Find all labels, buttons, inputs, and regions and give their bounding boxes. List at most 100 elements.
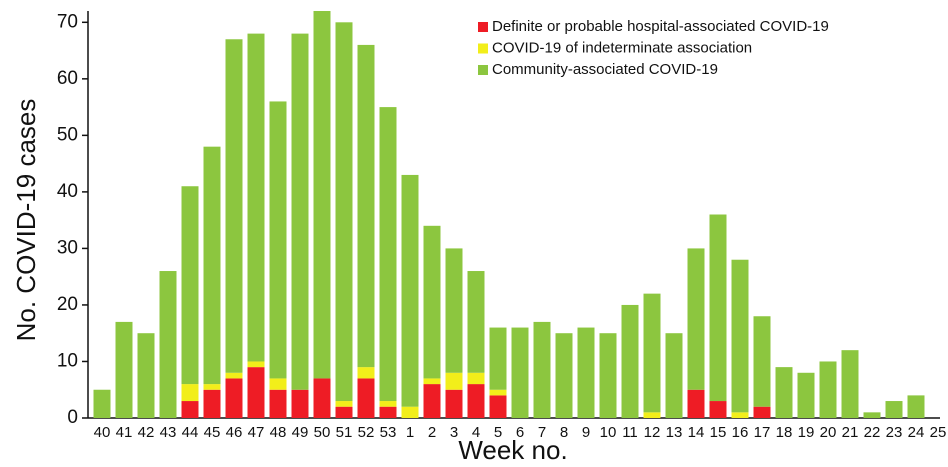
bar-segment (423, 225, 441, 379)
x-tick-label: 41 (116, 424, 133, 441)
x-tick-label: 9 (582, 424, 590, 441)
bar-segment (489, 327, 507, 390)
bar-segment (313, 11, 331, 379)
bar-segment (511, 327, 529, 418)
bar-segment (907, 395, 925, 418)
bar-segment (665, 333, 683, 418)
bar-segment (203, 389, 221, 418)
bar-segment (577, 327, 595, 418)
bar-segment (643, 412, 661, 418)
x-tick-label: 18 (776, 424, 793, 441)
y-tick-label: 40 (57, 181, 78, 202)
bar-segment (467, 271, 485, 373)
bar-segment (269, 389, 287, 418)
bar-segment (181, 384, 199, 402)
x-tick-label: 46 (226, 424, 243, 441)
bar-segment (357, 367, 375, 379)
bar-segment (797, 372, 815, 418)
x-tick-label: 15 (710, 424, 727, 441)
bar-segment (467, 384, 485, 418)
x-tick-label: 45 (204, 424, 221, 441)
bar-segment (269, 101, 287, 379)
x-tick-label: 14 (688, 424, 705, 441)
bar-segment (269, 378, 287, 390)
x-tick-label: 23 (886, 424, 903, 441)
bar-segment (687, 389, 705, 418)
bar-segment (885, 401, 903, 418)
bar-segment (225, 372, 243, 379)
bar-segment (225, 378, 243, 418)
x-tick-label: 8 (560, 424, 568, 441)
bar-segment (115, 321, 133, 418)
x-axis-title: Week no. (458, 435, 567, 465)
bar-segment (687, 248, 705, 390)
bar-segment (753, 406, 771, 418)
bar-segment (401, 174, 419, 407)
legend-swatch (478, 43, 488, 54)
bar-segment (863, 412, 881, 418)
x-tick-label: 6 (516, 424, 524, 441)
x-tick-label: 25 (930, 424, 947, 441)
x-tick-label: 19 (798, 424, 815, 441)
bar-segment (533, 321, 551, 418)
bar-segment (445, 372, 463, 390)
bar-segment (93, 389, 111, 418)
x-tick-label: 13 (666, 424, 683, 441)
bar-segment (159, 271, 177, 418)
legend-label: Definite or probable hospital-associated… (492, 18, 829, 35)
bar-segment (467, 372, 485, 385)
x-tick-label: 7 (538, 424, 546, 441)
y-tick-label: 0 (67, 407, 78, 428)
bar-segment (379, 107, 397, 402)
bar-segment (291, 33, 309, 390)
legend-label: COVID-19 of indeterminate association (492, 39, 752, 56)
bar-segment (775, 367, 793, 418)
bar-segment (753, 316, 771, 407)
bar-segment (379, 401, 397, 407)
bar-segment (445, 389, 463, 418)
x-tick-label: 43 (160, 424, 177, 441)
legend-swatch (478, 22, 488, 32)
bar-segment (357, 378, 375, 418)
bar-segment (247, 33, 265, 362)
x-tick-label: 48 (270, 424, 287, 441)
bar-segment (181, 186, 199, 385)
x-tick-label: 1 (406, 424, 414, 441)
x-tick-label: 16 (732, 424, 749, 441)
bar-segment (247, 367, 265, 418)
bar-segment (225, 39, 243, 373)
bar-segment (401, 406, 419, 418)
bar-segment (379, 406, 397, 418)
x-tick-label: 21 (842, 424, 859, 441)
x-tick-label: 42 (138, 424, 155, 441)
bar-segment (731, 259, 749, 413)
bar-segment (709, 401, 727, 418)
x-tick-label: 17 (754, 424, 771, 441)
bar-segment (181, 401, 199, 418)
bar-segment (203, 146, 221, 385)
x-tick-label: 12 (644, 424, 661, 441)
bar-segment (335, 406, 353, 418)
y-tick-label: 20 (57, 294, 78, 315)
bar-segment (489, 395, 507, 418)
bar-segment (599, 333, 617, 418)
legend-swatch (478, 65, 488, 75)
y-tick-label: 10 (57, 350, 78, 371)
bar-segment (203, 384, 221, 390)
bar-segment (247, 361, 265, 368)
bar-segment (819, 361, 837, 418)
x-tick-label: 24 (908, 424, 925, 441)
y-tick-label: 50 (57, 124, 78, 145)
x-tick-label: 47 (248, 424, 265, 441)
bar-segment (137, 333, 155, 418)
bar-segment (313, 378, 331, 418)
bar-segment (841, 350, 859, 418)
x-tick-label: 22 (864, 424, 881, 441)
x-tick-label: 51 (336, 424, 353, 441)
x-tick-label: 49 (292, 424, 309, 441)
x-tick-label: 4 (472, 424, 480, 441)
bar-segment (621, 304, 639, 418)
bar-segment (489, 389, 507, 396)
x-tick-label: 52 (358, 424, 375, 441)
